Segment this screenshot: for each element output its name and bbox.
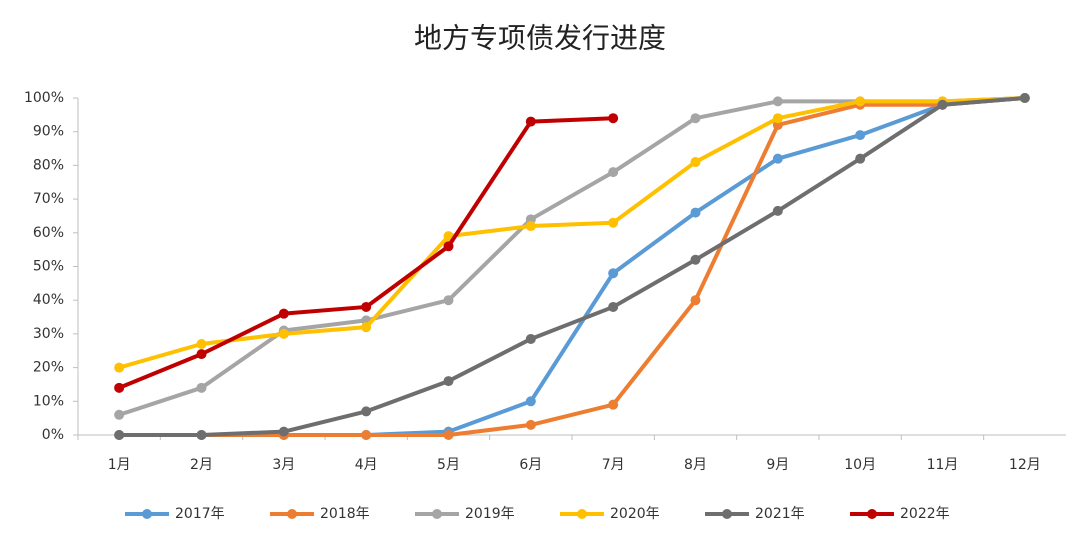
point [278,328,289,339]
x-tick-label: 1月 [108,457,131,473]
y-tick-label: 80% [33,157,64,173]
x-tick-label: 9月 [766,457,789,473]
y-tick-label: 70% [33,191,64,207]
y-tick-label: 50% [33,259,64,275]
point [443,430,454,440]
point [855,96,866,107]
point [690,207,701,218]
point [772,205,783,216]
point [772,113,783,124]
point [608,113,619,124]
point [608,268,619,279]
point [855,130,866,141]
point [690,113,701,124]
point [114,430,125,440]
legend-label: 2018年 [320,506,370,522]
point [361,406,372,417]
point [525,116,536,127]
x-tick-label: 5月 [437,457,460,473]
point [278,308,289,319]
y-tick-label: 10% [33,393,64,409]
legend-label: 2020年 [610,506,660,522]
chart-title: 地方专项债发行进度 [414,22,666,55]
x-tick-label: 3月 [272,457,295,473]
point [114,382,125,393]
point [608,167,619,178]
point [361,430,372,440]
point [114,409,125,420]
x-tick-label: 4月 [355,457,378,473]
legend-label: 2022年 [900,506,950,522]
x-tick-label: 12月 [1009,457,1041,473]
legend-marker [577,509,587,519]
legend-marker [867,509,877,519]
x-tick-label: 11月 [927,457,959,473]
point [196,339,207,350]
point [443,295,454,306]
point [608,399,619,410]
point [525,333,536,344]
y-tick-label: 60% [33,225,64,241]
point [855,153,866,164]
x-tick-label: 8月 [684,457,707,473]
series-line [119,96,1025,437]
legend-label: 2021年 [755,506,805,522]
series-line [119,96,1025,437]
y-tick-label: 30% [33,326,64,342]
point [525,221,536,232]
x-tick-label: 7月 [602,457,625,473]
point [1019,93,1030,103]
legend-label: 2019年 [465,506,515,522]
point [443,376,454,387]
point [278,426,289,437]
point [196,430,207,440]
series-line [119,96,1025,437]
legend-marker [142,509,152,519]
y-tick-label: 20% [33,360,64,376]
legend-marker [432,509,442,519]
series-line [118,96,1025,370]
point [525,419,536,430]
point [608,301,619,312]
point [361,301,372,312]
legend-marker [722,509,732,519]
point [772,153,783,164]
point [361,322,372,333]
point [690,254,701,265]
x-tick-label: 10月 [844,457,876,473]
series-line [118,96,1025,417]
point [443,231,454,242]
legend-label: 2017年 [175,506,225,522]
y-tick-label: 0% [42,427,64,443]
point [608,217,619,228]
point [196,349,207,360]
point [196,382,207,393]
point [690,295,701,306]
y-tick-label: 100% [24,90,64,106]
y-tick-label: 90% [33,124,64,140]
x-tick-label: 2月 [190,457,213,473]
point [690,157,701,168]
point [114,362,125,373]
point [525,396,536,407]
y-tick-label: 40% [33,292,64,308]
legend-marker [287,509,297,519]
point [443,241,454,252]
x-tick-label: 6月 [519,457,542,473]
point [937,99,948,110]
point [772,96,783,107]
